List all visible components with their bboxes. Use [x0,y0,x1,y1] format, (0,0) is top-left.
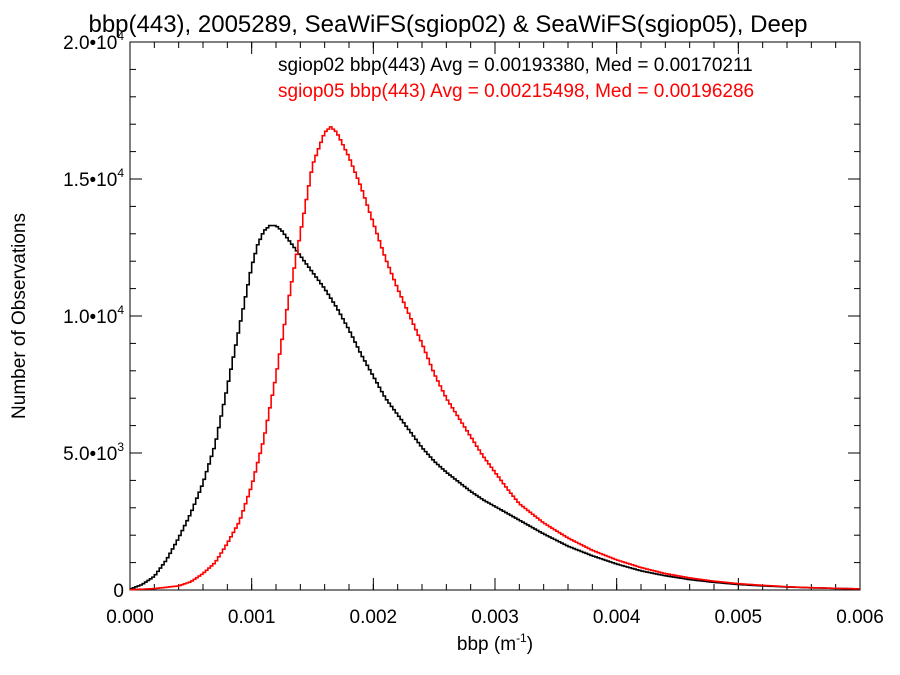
y-axis-label: Number of Observations [9,213,30,419]
y-tick-mantissa: 1.0•10 [63,307,117,328]
x-axis-label-close: ) [527,634,533,655]
y-tick-label: 2.0•104 [63,29,124,54]
y-tick-mantissa: 5.0•10 [63,444,117,465]
x-tick-label: 0.005 [715,607,763,628]
y-tick-label: 5.0•103 [63,440,124,465]
y-tick-mantissa: 1.5•10 [63,170,117,191]
x-tick-label: 0.006 [836,607,884,628]
y-tick-exponent: 4 [117,166,124,180]
x-axis-label: bbp (m-1) [457,631,533,655]
y-tick-exponent: 3 [117,440,124,454]
x-tick-label: 0.001 [228,607,276,628]
series-layer [130,126,860,591]
x-axis-label-base: bbp (m [457,634,516,655]
chart-title: bbp(443), 2005289, SeaWiFS(sgiop02) & Se… [88,11,807,38]
y-tick-label: 0 [113,581,124,602]
series-line-sgiop05 [130,126,860,591]
y-tick-mantissa: 2.0•10 [63,33,117,54]
y-tick-exponent: 4 [117,29,124,43]
y-tick-label: 1.5•104 [63,166,124,191]
legend-entry-sgiop05: sgiop05 bbp(443) Avg = 0.00215498, Med =… [278,81,754,102]
y-tick-exponent: 4 [117,303,124,317]
x-axis-label-exponent: -1 [516,631,527,645]
legend-entry-sgiop02: sgiop02 bbp(443) Avg = 0.00193380, Med =… [278,55,753,76]
y-tick-mantissa: 0 [113,581,124,602]
y-tick-label: 1.0•104 [63,303,124,328]
x-tick-label: 0.000 [106,607,154,628]
x-tick-label: 0.002 [350,607,398,628]
x-tick-label: 0.004 [593,607,641,628]
x-tick-label: 0.003 [471,607,519,628]
x-axis: 0.000 0.001 0.002 0.003 0.004 0.005 0.006 [106,42,884,628]
series-line-sgiop02 [130,224,860,590]
